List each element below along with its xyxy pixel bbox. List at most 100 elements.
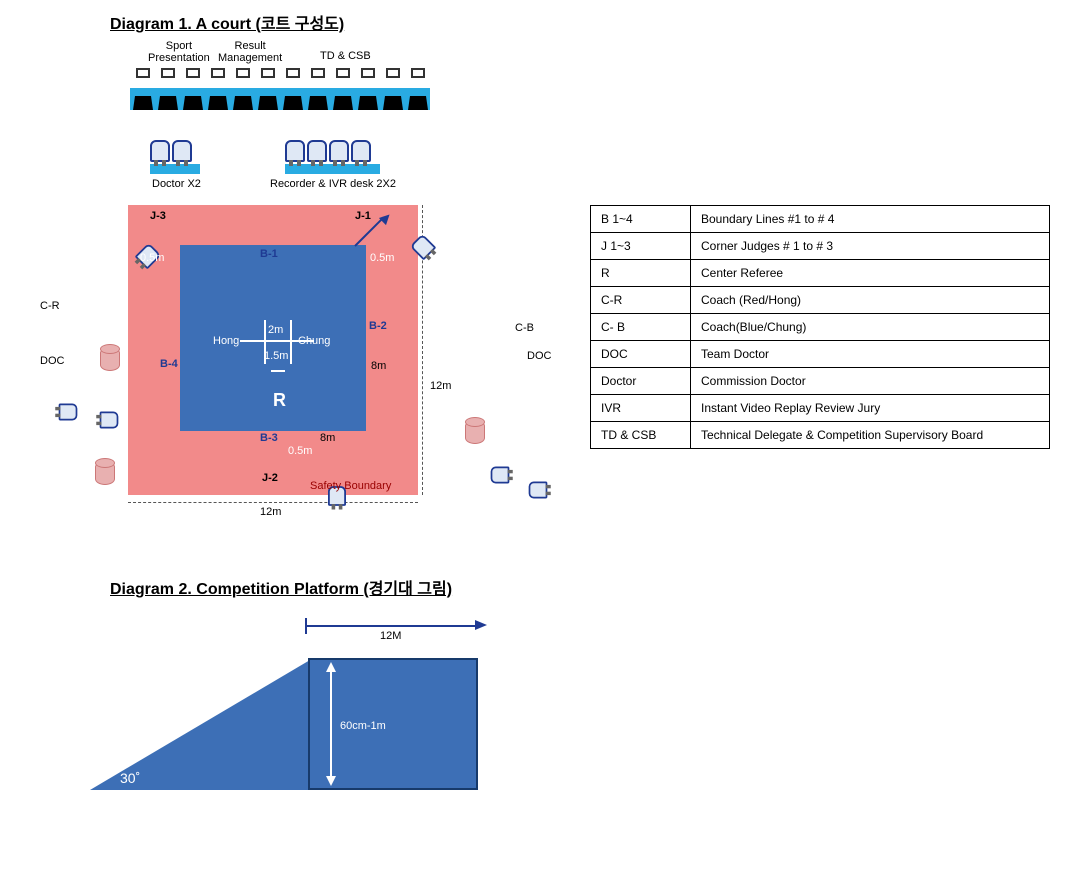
- desk-base: [258, 96, 278, 110]
- desk-base: [308, 96, 328, 110]
- label-doc-l: DOC: [40, 355, 64, 367]
- label-result-management: Result Management: [218, 40, 282, 64]
- dim-8m-b: 8m: [320, 432, 335, 444]
- label-safety-boundary: Safety Boundary: [310, 480, 391, 492]
- cr-chair1: [59, 404, 78, 421]
- desk-monitor: [336, 68, 350, 78]
- desk-monitor: [236, 68, 250, 78]
- legend-value: Boundary Lines #1 to # 4: [691, 206, 1050, 233]
- legend-key: B 1~4: [591, 206, 691, 233]
- recorder-station: [285, 140, 380, 174]
- cb-chair1: [491, 467, 510, 484]
- dim-12m-h: 12m: [260, 506, 281, 518]
- dim-line-12m-h: [128, 502, 418, 503]
- label-chung: Chung: [298, 335, 330, 347]
- desk-monitor: [161, 68, 175, 78]
- desk-monitor: [136, 68, 150, 78]
- margin-05-b: 0.5m: [288, 445, 312, 457]
- desk-monitor: [186, 68, 200, 78]
- diagram1-title: Diagram 1. A court (코트 구성도): [110, 10, 344, 34]
- height-arrow-line: [330, 670, 332, 778]
- desk-base: [233, 96, 253, 110]
- label-1-5m: 1.5m: [264, 350, 288, 362]
- desk-monitor: [311, 68, 325, 78]
- label-j2: J-2: [262, 472, 278, 484]
- desk-monitor: [261, 68, 275, 78]
- legend-key: TD & CSB: [591, 422, 691, 449]
- legend-key: Doctor: [591, 368, 691, 395]
- label-cr: C-R: [40, 300, 60, 312]
- legend-key: J 1~3: [591, 233, 691, 260]
- label-j1: J-1: [355, 210, 371, 222]
- doctor-label: Doctor X2: [152, 178, 201, 190]
- legend-row: DoctorCommission Doctor: [591, 368, 1050, 395]
- legend-value: Commission Doctor: [691, 368, 1050, 395]
- cb-stool: [465, 420, 485, 444]
- arrow-j1: [355, 245, 357, 247]
- label-hong: Hong: [213, 335, 239, 347]
- label-cb: C-B: [515, 322, 534, 334]
- desk-monitor: [361, 68, 375, 78]
- center-vline2: [290, 320, 292, 364]
- label-sport-presentation: Sport Presentation: [148, 40, 210, 64]
- arrow-12m-line: [305, 625, 475, 627]
- desk-monitor: [286, 68, 300, 78]
- desk-monitor: [211, 68, 225, 78]
- legend-row: TD & CSBTechnical Delegate & Competition…: [591, 422, 1050, 449]
- desk-monitor: [386, 68, 400, 78]
- arrow-12m-start: [305, 618, 307, 634]
- label-j3: J-3: [150, 210, 166, 222]
- legend-key: DOC: [591, 341, 691, 368]
- desk-base: [208, 96, 228, 110]
- desk-base: [383, 96, 403, 110]
- legend-key: C-R: [591, 287, 691, 314]
- height-arrow-down: [326, 776, 336, 786]
- legend-value: Technical Delegate & Competition Supervi…: [691, 422, 1050, 449]
- legend-table: B 1~4Boundary Lines #1 to # 4J 1~3Corner…: [590, 205, 1050, 449]
- legend-key: C- B: [591, 314, 691, 341]
- height-arrow-up: [326, 662, 336, 672]
- label-height-d2: 60cm-1m: [340, 720, 386, 732]
- cr-chair2: [100, 412, 119, 429]
- legend-row: J 1~3Corner Judges # 1 to # 3: [591, 233, 1050, 260]
- cr-stool: [100, 347, 120, 371]
- desk-base: [283, 96, 303, 110]
- label-b1: B-1: [260, 248, 278, 260]
- desk-stations-container: [130, 78, 430, 110]
- legend-value: Center Referee: [691, 260, 1050, 287]
- cb-chair2: [529, 482, 548, 499]
- label-doc-r: DOC: [527, 350, 551, 362]
- legend-value: Team Doctor: [691, 341, 1050, 368]
- legend-value: Instant Video Replay Review Jury: [691, 395, 1050, 422]
- desk-base: [333, 96, 353, 110]
- desk-monitor: [411, 68, 425, 78]
- label-b4: B-4: [160, 358, 178, 370]
- ref-mark: [271, 370, 285, 372]
- desk-base: [158, 96, 178, 110]
- label-b3: B-3: [260, 432, 278, 444]
- legend-row: C- BCoach(Blue/Chung): [591, 314, 1050, 341]
- recorder-label: Recorder & IVR desk 2X2: [270, 178, 396, 190]
- legend-row: B 1~4Boundary Lines #1 to # 4: [591, 206, 1050, 233]
- label-b2: B-2: [369, 320, 387, 332]
- desk-base: [358, 96, 378, 110]
- arrow-12m-head: [475, 620, 487, 630]
- doctor-station: [150, 140, 200, 174]
- legend-value: Corner Judges # 1 to # 3: [691, 233, 1050, 260]
- margin-05-tl: 0.5m: [140, 252, 164, 264]
- diagram2-title: Diagram 2. Competition Platform (경기대 그림): [110, 575, 452, 599]
- dim-8m-r: 8m: [371, 360, 386, 372]
- legend-value: Coach(Blue/Chung): [691, 314, 1050, 341]
- doc-stool-l: [95, 461, 115, 485]
- legend-row: IVRInstant Video Replay Review Jury: [591, 395, 1050, 422]
- legend-row: RCenter Referee: [591, 260, 1050, 287]
- desk-base: [183, 96, 203, 110]
- margin-05-tr: 0.5m: [370, 252, 394, 264]
- platform-box: [308, 658, 478, 790]
- legend-row: DOCTeam Doctor: [591, 341, 1050, 368]
- label-12m-d2: 12M: [380, 630, 401, 642]
- label-referee: R: [273, 390, 286, 411]
- desk-base: [408, 96, 428, 110]
- legend-value: Coach (Red/Hong): [691, 287, 1050, 314]
- dim-12m-v: 12m: [430, 380, 451, 392]
